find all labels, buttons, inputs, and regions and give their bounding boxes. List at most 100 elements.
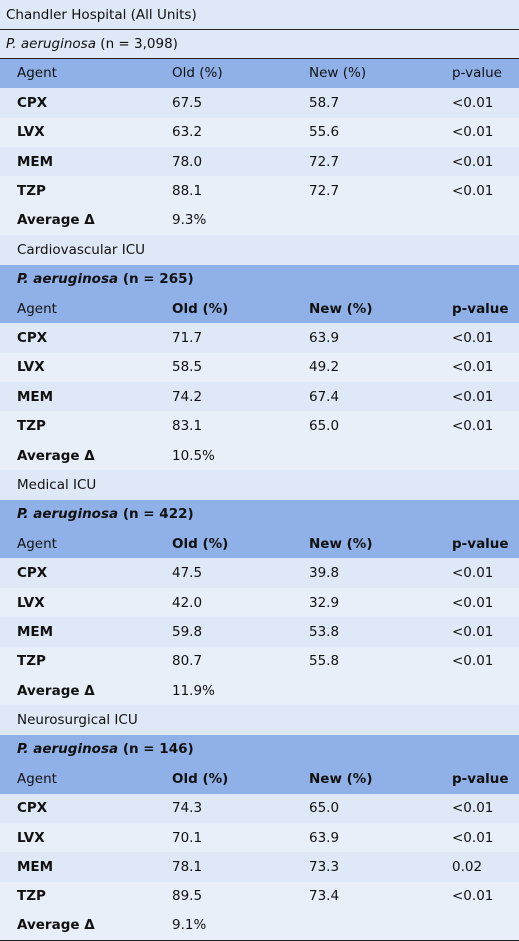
cell: Average Δ xyxy=(17,447,95,464)
cell: p-value xyxy=(452,535,509,552)
cell: 78.1 xyxy=(172,859,203,876)
cell: Agent xyxy=(17,535,57,552)
cell: CPX xyxy=(17,94,48,111)
cell: <0.01 xyxy=(452,329,494,346)
cell: 67.5 xyxy=(172,94,203,111)
cell: p-value xyxy=(452,65,502,82)
cell: <0.01 xyxy=(452,418,494,435)
cell: TZP xyxy=(17,888,46,905)
data-row: LVX 42.0 32.9 <0.01 xyxy=(0,587,519,618)
data-row: LVX 58.5 49.2 <0.01 xyxy=(0,352,519,383)
section-title: Chandler Hospital (All Units) xyxy=(0,0,519,30)
data-row: LVX 63.2 55.6 <0.01 xyxy=(0,117,519,147)
cell: 63.9 xyxy=(309,329,340,346)
cell: New (%) xyxy=(309,65,367,82)
cell: 55.6 xyxy=(309,124,340,141)
cell: New (%) xyxy=(309,535,373,552)
header-row: Agent Old (%) New (%) p-value xyxy=(0,764,519,794)
cell: Average Δ xyxy=(17,682,95,699)
cell: LVX xyxy=(17,829,45,846)
organism-row: P. aeruginosa (n = 146) xyxy=(0,734,519,765)
cell: 0.02 xyxy=(452,859,483,876)
cell: 70.1 xyxy=(172,829,203,846)
cell: 78.0 xyxy=(172,153,203,170)
cell: <0.01 xyxy=(452,653,494,670)
cell: 74.2 xyxy=(172,388,203,405)
cell: Average Δ xyxy=(17,212,95,229)
cell: TZP xyxy=(17,183,46,200)
cell: LVX xyxy=(17,594,45,611)
cell: p-value xyxy=(452,300,509,317)
cell: 53.8 xyxy=(309,623,340,640)
cell: TZP xyxy=(17,653,46,670)
data-row: MEM 59.8 53.8 <0.01 xyxy=(0,617,519,647)
cell: 88.1 xyxy=(172,183,203,200)
cell: <0.01 xyxy=(452,388,494,405)
cell: CPX xyxy=(17,800,48,817)
cell: 10.5% xyxy=(172,447,215,464)
cell: 9.3% xyxy=(172,212,207,229)
cell: Old (%) xyxy=(172,300,229,317)
cell: Agent xyxy=(17,300,57,317)
cell: 63.2 xyxy=(172,124,203,141)
data-row: CPX 67.5 58.7 <0.01 xyxy=(0,88,519,118)
average-row: Average Δ 11.9% xyxy=(0,675,519,706)
cell: <0.01 xyxy=(452,800,494,817)
cell: 59.8 xyxy=(172,623,203,640)
section-title: Cardiovascular ICU xyxy=(0,235,519,265)
header-row: Agent Old (%) New (%) p-value xyxy=(0,529,519,559)
cell: Old (%) xyxy=(172,535,229,552)
cell: Agent xyxy=(17,770,57,787)
organism-row: P. aeruginosa (n = 3,098) xyxy=(0,29,519,59)
data-row: MEM 78.0 72.7 <0.01 xyxy=(0,146,519,177)
header-row: Agent Old (%) New (%) p-value xyxy=(0,293,519,324)
cell: Agent xyxy=(17,65,57,82)
data-row: TZP 89.5 73.4 <0.01 xyxy=(0,881,519,912)
organism-name: P. aeruginosa xyxy=(6,36,96,53)
organism-name: P. aeruginosa xyxy=(17,271,119,288)
section-title: Medical ICU xyxy=(0,470,519,500)
cell: MEM xyxy=(17,859,54,876)
cell: MEM xyxy=(17,623,54,640)
cell: <0.01 xyxy=(452,153,494,170)
cell: 65.0 xyxy=(309,800,340,817)
cell: 74.3 xyxy=(172,800,203,817)
cell: TZP xyxy=(17,418,46,435)
cell: 80.7 xyxy=(172,653,203,670)
cell: 83.1 xyxy=(172,418,203,435)
cell: 55.8 xyxy=(309,653,340,670)
data-row: LVX 70.1 63.9 <0.01 xyxy=(0,822,519,853)
cell: Average Δ xyxy=(17,917,95,934)
cell: 65.0 xyxy=(309,418,340,435)
cell: CPX xyxy=(17,329,48,346)
cell: MEM xyxy=(17,153,54,170)
cell: LVX xyxy=(17,359,45,376)
cell: Neurosurgical ICU xyxy=(17,712,138,729)
cell: p-value xyxy=(452,770,509,787)
cell: <0.01 xyxy=(452,829,494,846)
average-row: Average Δ 9.3% xyxy=(0,205,519,236)
cell: <0.01 xyxy=(452,183,494,200)
cell: CPX xyxy=(17,565,48,582)
cell: <0.01 xyxy=(452,888,494,905)
data-row: CPX 74.3 65.0 <0.01 xyxy=(0,793,519,823)
average-row: Average Δ 10.5% xyxy=(0,440,519,471)
data-row: MEM 78.1 73.3 0.02 xyxy=(0,852,519,882)
cell: 42.0 xyxy=(172,594,203,611)
data-row: MEM 74.2 67.4 <0.01 xyxy=(0,382,519,412)
cell: <0.01 xyxy=(452,94,494,111)
cell: 73.3 xyxy=(309,859,340,876)
organism: P. aeruginosa (n = 265) xyxy=(17,271,194,287)
cell: LVX xyxy=(17,124,45,141)
data-row: TZP 88.1 72.7 <0.01 xyxy=(0,176,519,206)
data-row: TZP 80.7 55.8 <0.01 xyxy=(0,646,519,676)
cell: New (%) xyxy=(309,770,373,787)
organism: P. aeruginosa (n = 146) xyxy=(17,741,194,757)
average-row: Average Δ 9.1% xyxy=(0,911,519,941)
cell: <0.01 xyxy=(452,124,494,141)
organism-count: (n = 146) xyxy=(122,741,194,758)
section-title: Neurosurgical ICU xyxy=(0,705,519,735)
cell: <0.01 xyxy=(452,594,494,611)
cell: 89.5 xyxy=(172,888,203,905)
